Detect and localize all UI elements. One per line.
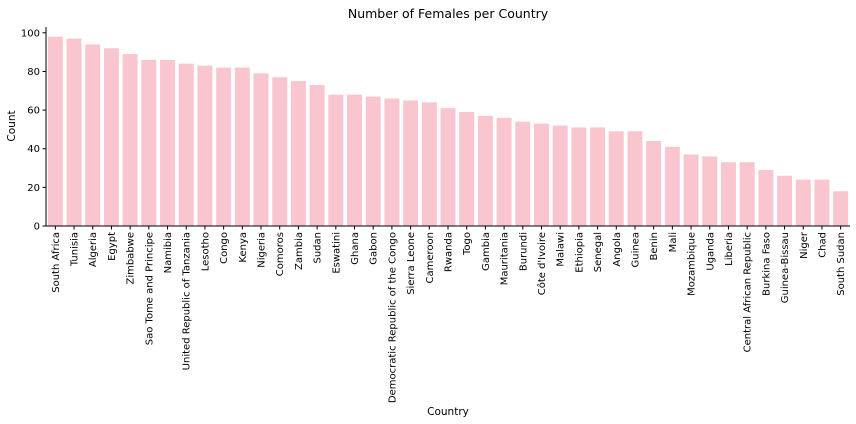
x-tick-label: Tunisia bbox=[70, 232, 81, 267]
bar bbox=[253, 73, 269, 227]
bar bbox=[347, 94, 362, 227]
x-tick-label: Egypt bbox=[107, 232, 118, 261]
x-tick-label: Rwanda bbox=[444, 232, 455, 272]
bar bbox=[646, 140, 662, 226]
x-tick-label: Congo bbox=[219, 232, 230, 264]
bar bbox=[290, 81, 306, 226]
x-tick-label: Guinea-Bissau bbox=[780, 232, 791, 303]
bar bbox=[758, 169, 774, 226]
x-tick-label: Mauritania bbox=[500, 232, 511, 285]
bar bbox=[47, 36, 63, 226]
bar bbox=[739, 162, 755, 226]
bar bbox=[160, 59, 176, 227]
x-tick-label: South Sudan bbox=[836, 232, 847, 296]
bar bbox=[216, 67, 232, 226]
bar bbox=[571, 127, 587, 226]
x-tick-label: Namibia bbox=[163, 232, 174, 273]
x-tick-label: Benin bbox=[649, 232, 660, 260]
bar bbox=[814, 179, 830, 226]
x-tick-label: Uganda bbox=[705, 232, 716, 271]
bar bbox=[608, 131, 624, 226]
bar bbox=[365, 96, 381, 226]
x-tick-label: United Republic of Tanzania bbox=[182, 232, 193, 370]
bar bbox=[197, 65, 213, 226]
x-tick-label: Eswatini bbox=[331, 232, 342, 274]
bar bbox=[496, 117, 512, 226]
x-tick-label: Ghana bbox=[350, 232, 361, 265]
x-tick-label: Sudan bbox=[313, 232, 324, 264]
x-tick-label: Gabon bbox=[369, 232, 380, 265]
bar bbox=[328, 94, 344, 227]
y-tick-label: 20 bbox=[27, 183, 40, 194]
x-tick-label: Ethiopia bbox=[574, 232, 585, 273]
bar bbox=[384, 98, 400, 226]
x-tick-label: Zambia bbox=[294, 232, 305, 270]
bar bbox=[664, 146, 680, 226]
bar bbox=[272, 77, 288, 226]
x-tick-label: Senegal bbox=[593, 232, 604, 272]
bar bbox=[590, 127, 606, 226]
bars-layer bbox=[47, 36, 849, 227]
x-tick-label: Lesotho bbox=[200, 232, 211, 271]
bar bbox=[720, 162, 736, 226]
x-tick-label: Kenya bbox=[238, 232, 249, 263]
x-tick-label: Chad bbox=[817, 232, 828, 258]
y-tick-label: 100 bbox=[21, 28, 40, 39]
x-axis: South Africa Tunisia Algeria Egypt Zimbabwe S… bbox=[51, 226, 847, 403]
chart-title: Number of Females per Country bbox=[348, 6, 549, 21]
x-tick-label: Guinea bbox=[630, 232, 641, 267]
bar bbox=[683, 154, 699, 226]
x-tick-label: Burkina Faso bbox=[761, 232, 772, 296]
x-tick-label: Sao Tome and Principe bbox=[144, 232, 155, 345]
bar bbox=[403, 100, 419, 226]
x-tick-label: Comoros bbox=[275, 232, 286, 276]
x-tick-label: Algeria bbox=[88, 232, 99, 267]
x-tick-label: Togo bbox=[462, 232, 473, 256]
bar bbox=[66, 38, 82, 227]
x-tick-label: Mali bbox=[668, 232, 679, 252]
bar bbox=[833, 191, 849, 226]
bar bbox=[552, 125, 568, 226]
x-tick-label: Gambia bbox=[481, 232, 492, 271]
x-tick-label: Sierra Leone bbox=[406, 232, 417, 295]
y-axis: 0 20 40 60 80 100 bbox=[21, 28, 46, 233]
x-tick-label: South Africa bbox=[51, 232, 62, 293]
bar bbox=[309, 84, 325, 227]
bar bbox=[122, 54, 138, 226]
x-tick-label: Liberia bbox=[724, 232, 735, 266]
x-tick-label: Niger bbox=[799, 231, 810, 259]
bar bbox=[103, 48, 119, 226]
bar bbox=[459, 112, 475, 226]
x-tick-label: Central African Republic bbox=[743, 232, 754, 352]
bar bbox=[440, 108, 456, 226]
y-tick-label: 0 bbox=[34, 222, 40, 233]
bar bbox=[234, 67, 250, 226]
x-tick-label: Zimbabwe bbox=[126, 232, 137, 285]
bar bbox=[777, 175, 793, 226]
bar bbox=[795, 179, 811, 226]
bar bbox=[141, 59, 157, 227]
y-tick-label: 60 bbox=[27, 106, 40, 117]
bar bbox=[477, 115, 493, 226]
x-tick-label: Cameroon bbox=[425, 232, 436, 283]
x-tick-label: Mozambique bbox=[687, 232, 698, 296]
x-tick-label: Burundi bbox=[518, 232, 529, 271]
bar bbox=[627, 131, 643, 226]
bar bbox=[178, 63, 194, 227]
bar bbox=[421, 102, 437, 226]
y-axis-label: Count bbox=[6, 110, 18, 141]
bar bbox=[515, 121, 531, 226]
y-tick-label: 80 bbox=[27, 67, 40, 78]
bar bbox=[534, 123, 549, 226]
x-axis-label: Country bbox=[427, 406, 469, 418]
y-tick-label: 40 bbox=[27, 144, 40, 155]
x-tick-label: Angola bbox=[612, 232, 623, 267]
x-tick-label: Democratic Republic of the Congo bbox=[387, 232, 398, 403]
x-tick-label: Nigeria bbox=[257, 232, 268, 268]
x-tick-label: Malawi bbox=[556, 232, 567, 267]
x-tick-label: Côte d'Ivoire bbox=[536, 232, 548, 295]
bar bbox=[702, 156, 718, 226]
bar bbox=[85, 44, 101, 226]
